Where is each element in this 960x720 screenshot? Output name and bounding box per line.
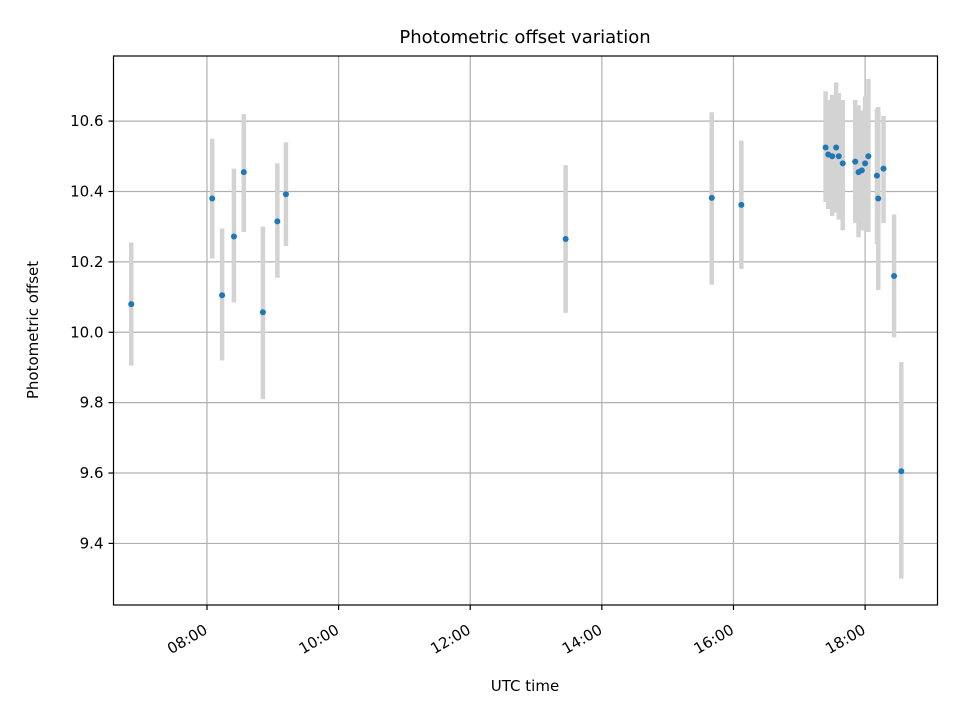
data-point xyxy=(274,218,281,225)
y-tick-label: 10.0 xyxy=(70,323,103,341)
data-point xyxy=(862,160,869,167)
data-point xyxy=(708,194,715,201)
data-point xyxy=(282,191,289,198)
data-point xyxy=(839,160,846,167)
data-point xyxy=(873,172,880,179)
data-point xyxy=(829,153,836,160)
data-point xyxy=(880,165,887,172)
data-point xyxy=(858,167,865,174)
data-point xyxy=(562,236,569,242)
plot-frame xyxy=(112,55,939,606)
data-point xyxy=(219,292,226,299)
data-point xyxy=(822,144,829,151)
y-tick-label: 9.6 xyxy=(80,464,104,482)
y-tick-label: 9.8 xyxy=(80,394,104,412)
data-point xyxy=(259,309,266,316)
data-point xyxy=(898,468,905,475)
data-point xyxy=(230,233,237,240)
y-tick-label: 9.4 xyxy=(80,534,104,552)
chart-title: Photometric offset variation xyxy=(399,27,650,48)
y-tick-label: 10.6 xyxy=(70,112,103,130)
data-point xyxy=(835,153,842,160)
y-axis-label: Photometric offset xyxy=(24,261,42,399)
data-points xyxy=(128,144,905,475)
data-point xyxy=(833,144,840,151)
y-tick-label: 10.4 xyxy=(70,182,103,200)
data-point xyxy=(738,201,745,208)
data-point xyxy=(875,195,882,202)
data-point xyxy=(891,272,898,279)
data-point xyxy=(128,301,135,308)
data-point xyxy=(852,158,859,165)
data-point xyxy=(209,195,216,202)
data-point xyxy=(240,169,247,176)
data-point xyxy=(865,153,872,160)
x-axis-label: UTC time xyxy=(491,677,559,695)
y-tick-label: 10.2 xyxy=(70,253,103,271)
y-axis-ticks: 9.4 9.6 9.8 10.0 10.2 10.4 10.6 xyxy=(70,112,114,552)
